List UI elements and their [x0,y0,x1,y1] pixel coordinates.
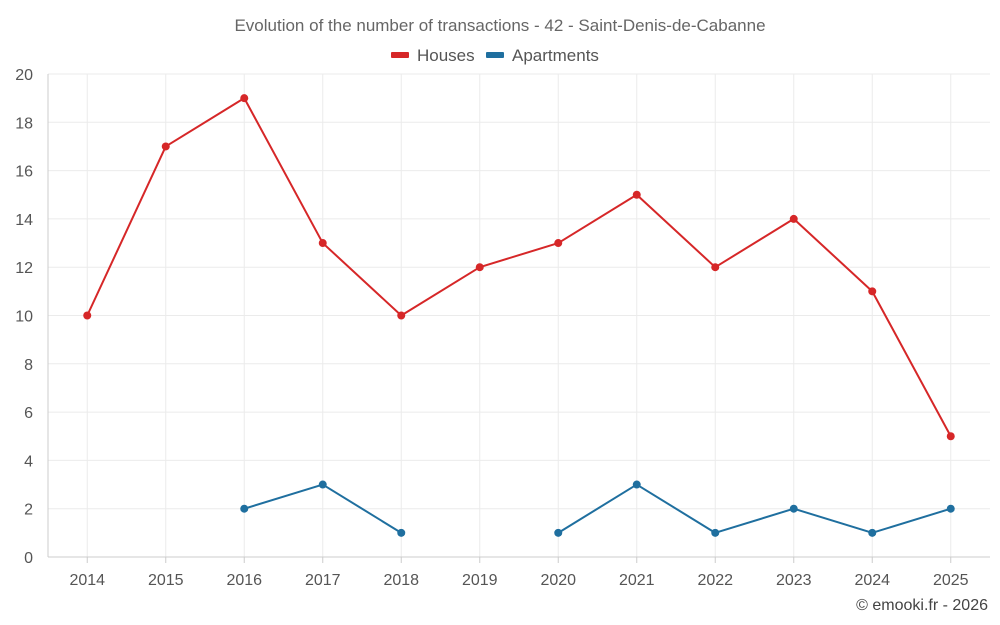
data-point-apartments[interactable] [632,480,641,489]
y-tick-label: 0 [24,550,33,567]
y-tick-label: 10 [15,309,33,326]
legend-label-houses[interactable]: Houses [417,46,475,65]
data-point-houses[interactable] [868,287,877,296]
legend-swatch-apartments [486,52,504,58]
data-point-houses[interactable] [240,94,249,103]
data-point-apartments[interactable] [554,528,563,537]
data-point-apartments[interactable] [397,528,406,537]
data-point-houses[interactable] [475,263,484,272]
x-tick-label: 2017 [305,572,341,589]
x-tick-label: 2022 [697,572,733,589]
y-tick-label: 2 [24,502,33,519]
data-point-apartments[interactable] [946,504,955,513]
data-point-apartments[interactable] [868,528,877,537]
x-tick-label: 2019 [462,572,498,589]
data-point-apartments[interactable] [240,504,249,513]
y-tick-label: 14 [15,212,33,229]
y-tick-label: 20 [15,67,33,84]
data-point-houses[interactable] [554,239,563,248]
legend-label-apartments[interactable]: Apartments [512,46,599,65]
x-tick-label: 2018 [383,572,419,589]
x-tick-label: 2021 [619,572,655,589]
y-tick-label: 12 [15,260,33,277]
y-tick-label: 8 [24,357,33,374]
data-point-houses[interactable] [711,263,720,272]
y-axis: 0 2 4 6 8 10 12 14 16 18 20 [15,67,49,567]
series-layer [83,94,955,537]
y-tick-label: 4 [24,453,33,470]
series-line-houses [86,97,952,437]
data-point-houses[interactable] [83,311,92,320]
legend: Houses Apartments [391,46,599,65]
data-point-houses[interactable] [318,239,327,248]
data-point-houses[interactable] [161,142,170,151]
data-point-houses[interactable] [632,190,641,199]
x-tick-label: 2016 [226,572,262,589]
credit-text: © emooki.fr - 2026 [856,597,988,614]
y-tick-label: 16 [15,164,33,181]
data-point-apartments[interactable] [789,504,798,513]
data-point-apartments[interactable] [318,480,327,489]
x-tick-label: 2024 [854,572,890,589]
x-tick-label: 2025 [933,572,969,589]
x-tick-label: 2015 [148,572,184,589]
gridlines [48,73,990,557]
series-line-apartments [557,483,952,534]
y-tick-label: 6 [24,405,33,422]
y-tick-label: 18 [15,115,33,132]
x-axis: 2014 2015 2016 2017 2018 2019 2020 2021 2022 2023… [48,556,990,589]
x-tick-label: 2020 [540,572,576,589]
x-tick-label: 2023 [776,572,812,589]
legend-swatch-houses [391,52,409,58]
data-point-houses[interactable] [397,311,406,320]
data-point-houses[interactable] [789,214,798,223]
data-point-houses[interactable] [946,432,955,441]
chart-title: Evolution of the number of transactions … [234,16,765,35]
data-point-apartments[interactable] [711,528,720,537]
x-tick-label: 2014 [69,572,105,589]
